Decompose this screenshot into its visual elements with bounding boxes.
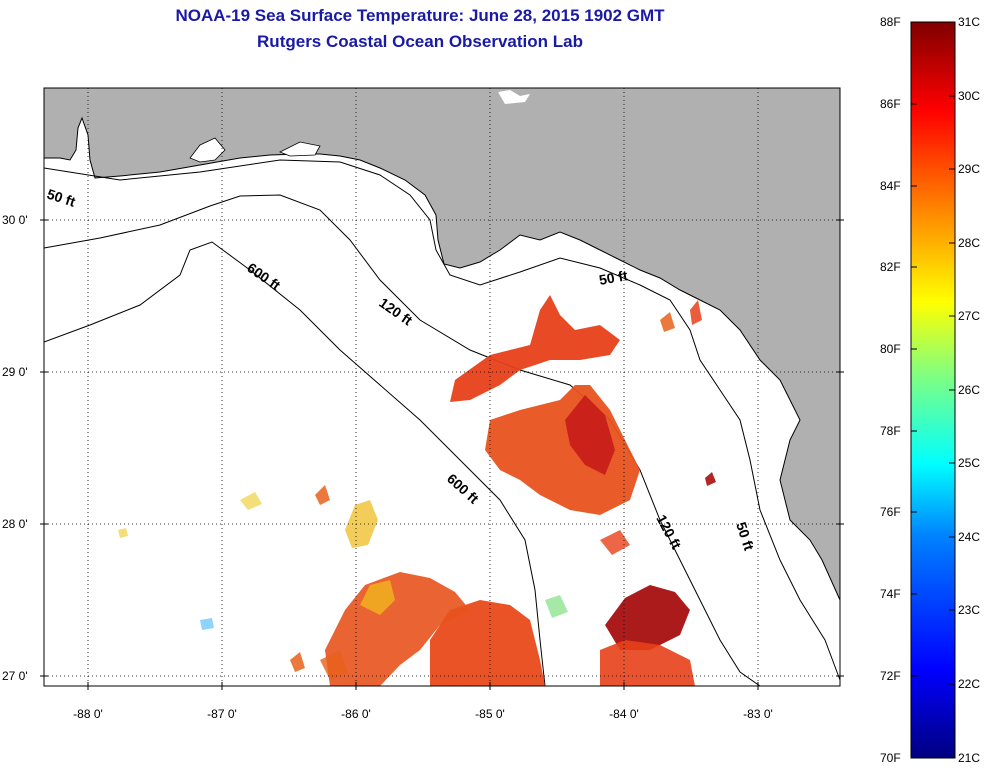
land-mass (44, 88, 840, 601)
lat-label: 27 0' (2, 669, 28, 683)
lat-label: 30 0' (2, 213, 28, 227)
lon-label: -84 0' (609, 707, 639, 721)
lon-label: -86 0' (341, 707, 371, 721)
lon-label: -87 0' (207, 707, 237, 721)
colorbar-c-label: 21C (958, 751, 980, 765)
contour-label-50ft-northeast: 50 ft (598, 267, 629, 288)
lat-label: 29 0' (2, 365, 28, 379)
map-title: NOAA-19 Sea Surface Temperature: June 28… (175, 6, 665, 25)
colorbar-f-label: 72F (880, 669, 901, 683)
colorbar-ticks (911, 95, 955, 685)
axis-ticks (40, 219, 844, 690)
colorbar-c-label: 26C (958, 383, 980, 397)
colorbar-f-label: 76F (880, 505, 901, 519)
colorbar (910, 21, 956, 759)
colorbar-f-label: 86F (880, 97, 901, 111)
colorbar-c-label: 23C (958, 603, 980, 617)
colorbar-c-label: 22C (958, 677, 980, 691)
colorbar-c-label: 31C (958, 15, 980, 29)
bay (189, 137, 226, 163)
colorbar-c-label: 28C (958, 236, 980, 250)
map-subtitle: Rutgers Coastal Ocean Observation Lab (257, 32, 583, 51)
colorbar-f-label: 70F (880, 751, 901, 765)
sst-patches (118, 295, 716, 686)
colorbar-c-label: 29C (958, 162, 980, 176)
lat-label: 28 0' (2, 517, 28, 531)
bay (279, 141, 321, 157)
lon-label: -83 0' (743, 707, 773, 721)
colorbar-c-label: 24C (958, 530, 980, 544)
colorbar-c-label: 30C (958, 89, 980, 103)
map-frame (43, 87, 841, 687)
colorbar-f-label: 78F (880, 424, 901, 438)
colorbar-c-label: 25C (958, 456, 980, 470)
colorbar-f-label: 74F (880, 587, 901, 601)
colorbar-f-label: 80F (880, 342, 901, 356)
lake (498, 90, 530, 104)
contour-120ft (44, 194, 761, 686)
colorbar-f-label: 84F (880, 179, 901, 193)
colorbar-f-label: 88F (880, 15, 901, 29)
lon-label: -85 0' (475, 707, 505, 721)
lon-label: -88 0' (73, 707, 103, 721)
colorbar-f-label: 82F (880, 260, 901, 274)
graticule (44, 88, 840, 686)
colorbar-c-label: 27C (958, 309, 980, 323)
contour-600ft (44, 241, 546, 686)
contour-50ft (44, 159, 840, 681)
